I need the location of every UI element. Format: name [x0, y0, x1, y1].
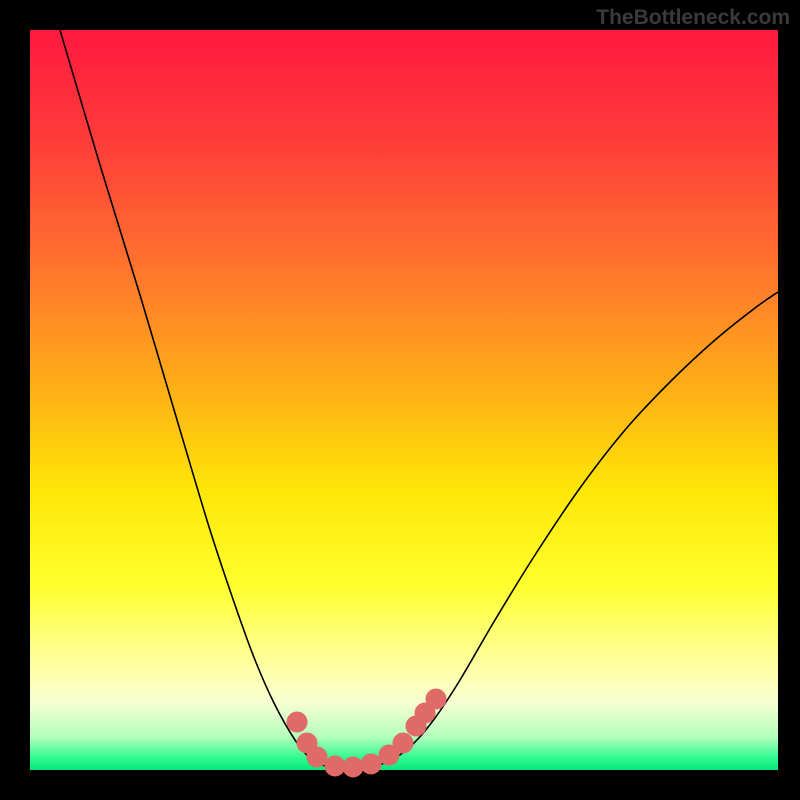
watermark-text: TheBottleneck.com	[596, 6, 790, 30]
marker-dot	[325, 756, 345, 776]
marker-dot	[307, 747, 327, 767]
marker-dot	[426, 689, 446, 709]
bottleneck-chart	[0, 0, 800, 800]
marker-dot	[361, 754, 381, 774]
gradient-plot-area	[30, 30, 778, 770]
marker-dot	[343, 757, 363, 777]
marker-dot	[287, 712, 307, 732]
marker-dot	[393, 733, 413, 753]
